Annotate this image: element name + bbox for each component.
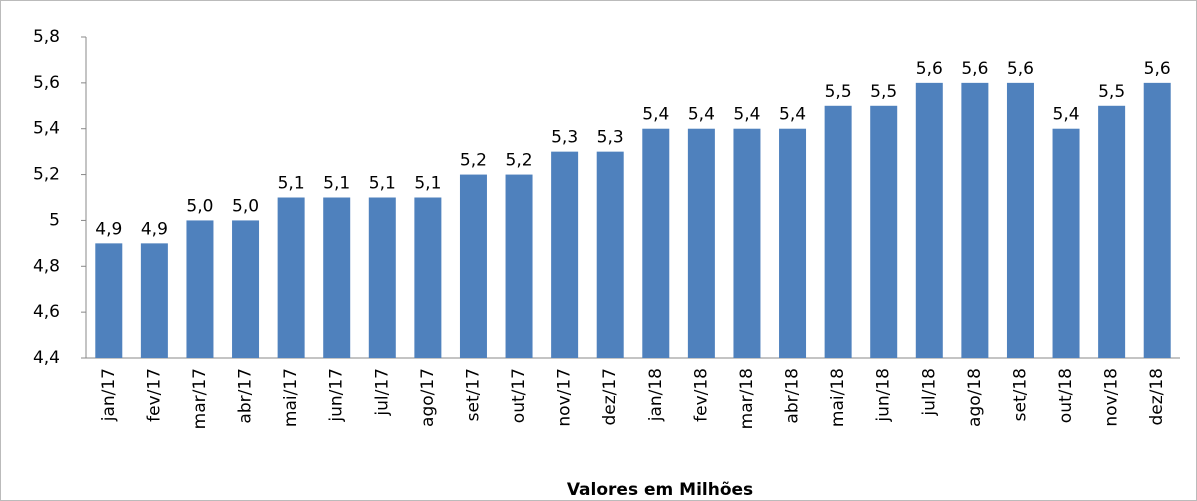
bar xyxy=(505,174,533,358)
x-tick-label: jun/17 xyxy=(327,368,347,423)
bar xyxy=(1052,128,1080,358)
x-tick-label: abr/18 xyxy=(783,368,803,424)
bar xyxy=(870,105,898,359)
bar xyxy=(140,243,168,358)
bar xyxy=(1098,105,1126,359)
bar xyxy=(414,197,442,358)
x-tick-label: dez/17 xyxy=(600,368,620,426)
bar xyxy=(915,82,943,358)
y-tick-label: 4,4 xyxy=(33,348,60,368)
y-tick-label: 5,8 xyxy=(33,27,60,47)
bar xyxy=(232,220,260,358)
bar xyxy=(551,151,579,358)
value-label: 4,9 xyxy=(141,219,168,239)
bar xyxy=(1006,82,1034,358)
y-tick-label: 5,6 xyxy=(33,73,60,93)
bar xyxy=(459,174,487,358)
bar xyxy=(277,197,305,358)
x-tick-label: set/18 xyxy=(1010,368,1030,421)
value-label: 4,9 xyxy=(95,219,122,239)
bar xyxy=(961,82,989,358)
x-tick-label: mai/17 xyxy=(281,368,301,427)
x-tick-label: ago/18 xyxy=(965,368,985,427)
y-tick-label: 5 xyxy=(49,210,60,230)
bar xyxy=(368,197,396,358)
x-tick-label: fev/18 xyxy=(691,368,711,422)
value-label: 5,3 xyxy=(551,128,578,148)
x-tick-label: mar/17 xyxy=(190,368,210,429)
x-tick-label: jan/17 xyxy=(99,368,119,422)
value-label: 5,5 xyxy=(1098,82,1125,102)
x-tick-label: fev/17 xyxy=(144,368,164,422)
bar xyxy=(779,128,807,358)
x-tick-label: nov/18 xyxy=(1102,368,1122,427)
bar xyxy=(824,105,852,359)
y-tick-label: 4,6 xyxy=(33,302,60,322)
x-tick-label: jul/18 xyxy=(919,368,939,417)
value-label: 5,4 xyxy=(1053,105,1080,125)
x-tick-label: abr/17 xyxy=(236,368,256,424)
x-tick-label: jan/18 xyxy=(646,368,666,422)
x-tick-label: mar/18 xyxy=(737,368,757,429)
value-label: 5,3 xyxy=(597,128,624,148)
value-label: 5,6 xyxy=(961,59,988,79)
y-tick-label: 5,4 xyxy=(33,119,60,139)
value-label: 5,5 xyxy=(825,82,852,102)
value-label: 5,6 xyxy=(1144,59,1171,79)
x-tick-label: out/18 xyxy=(1056,368,1076,423)
value-label: 5,6 xyxy=(1007,59,1034,79)
y-tick-label: 5,2 xyxy=(33,165,60,185)
value-label: 5,2 xyxy=(460,151,487,171)
value-label: 5,6 xyxy=(916,59,943,79)
bar xyxy=(642,128,670,358)
bar xyxy=(687,128,715,358)
x-tick-label: mai/18 xyxy=(828,368,848,427)
x-tick-label: jun/18 xyxy=(874,368,894,423)
bar xyxy=(733,128,761,358)
bar xyxy=(596,151,624,358)
value-label: 5,1 xyxy=(323,174,350,194)
value-label: 5,4 xyxy=(779,105,806,125)
bar xyxy=(1143,82,1171,358)
x-tick-label: ago/17 xyxy=(418,368,438,427)
x-axis-title: Valores em Milhões xyxy=(567,480,753,500)
bar xyxy=(186,220,214,358)
bar xyxy=(323,197,351,358)
value-label: 5,0 xyxy=(232,196,259,216)
bar xyxy=(95,243,123,358)
x-tick-label: jul/17 xyxy=(372,368,392,417)
value-label: 5,4 xyxy=(642,105,669,125)
x-tick-label: dez/18 xyxy=(1147,368,1167,426)
value-label: 5,0 xyxy=(186,196,213,216)
y-tick-label: 4,8 xyxy=(33,256,60,276)
value-label: 5,1 xyxy=(414,174,441,194)
x-tick-label: set/17 xyxy=(463,368,483,421)
value-label: 5,2 xyxy=(506,151,533,171)
value-label: 5,1 xyxy=(278,174,305,194)
value-label: 5,4 xyxy=(733,105,760,125)
x-tick-label: out/17 xyxy=(509,368,529,423)
value-label: 5,5 xyxy=(870,82,897,102)
value-label: 5,4 xyxy=(688,105,715,125)
x-tick-label: nov/17 xyxy=(555,368,575,427)
value-label: 5,1 xyxy=(369,174,396,194)
